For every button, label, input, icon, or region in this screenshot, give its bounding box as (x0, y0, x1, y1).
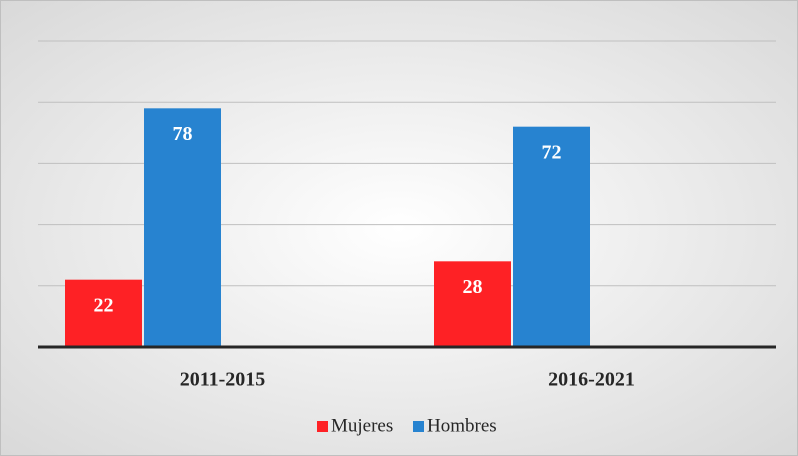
legend-swatch (317, 421, 328, 432)
data-label: 72 (542, 141, 562, 163)
data-label: 22 (94, 294, 114, 316)
bar (513, 126, 590, 348)
legend-label: Mujeres (331, 415, 393, 436)
data-label: 28 (463, 276, 483, 298)
x-tick-label: 2016-2021 (548, 369, 635, 391)
legend-label: Hombres (427, 415, 497, 436)
bar (144, 108, 221, 347)
x-tick-label: 2011-2015 (180, 369, 266, 391)
bar (65, 279, 142, 347)
bar (434, 261, 511, 347)
legend-swatch (413, 421, 424, 432)
data-label: 78 (173, 123, 193, 145)
